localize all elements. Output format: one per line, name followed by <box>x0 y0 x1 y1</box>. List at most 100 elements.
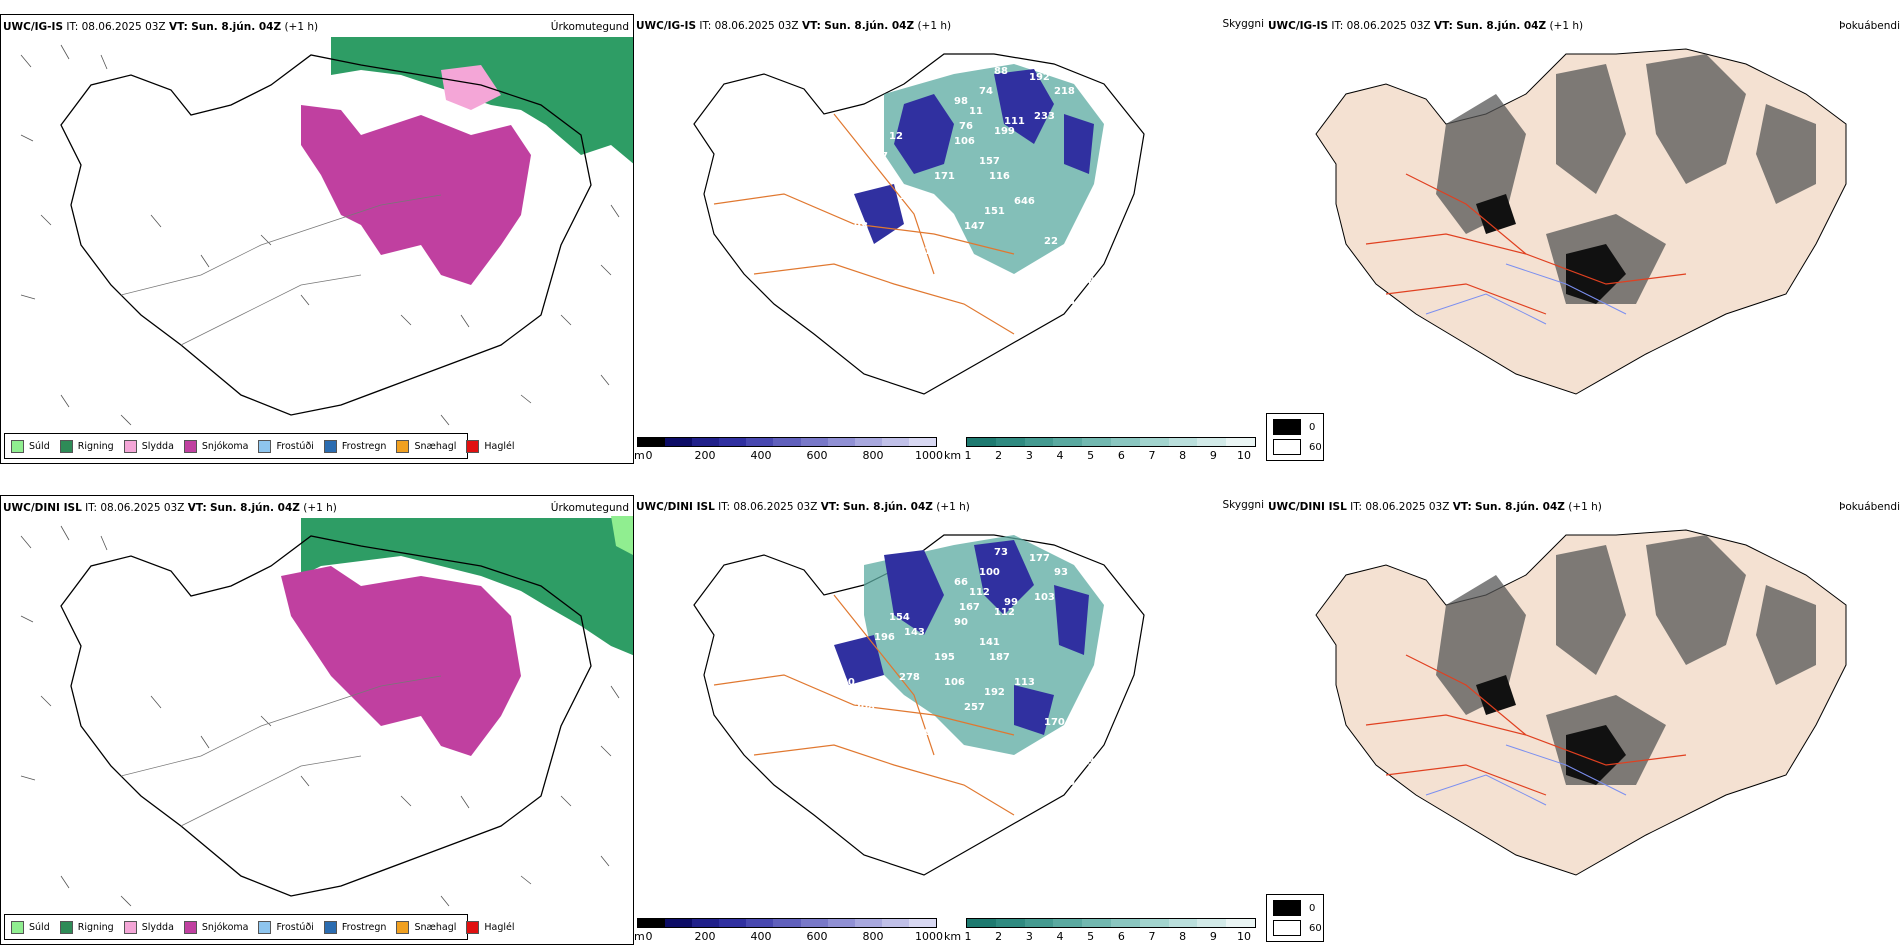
legend-item: Frostregn <box>323 439 386 453</box>
fog-legend-swatch <box>1273 920 1301 936</box>
precip-type-map <box>20 37 633 446</box>
fog-map <box>1315 529 1847 876</box>
colorbar-tick: 0 <box>645 930 653 943</box>
roads <box>1365 173 1687 315</box>
visibility-label: 238 <box>1054 296 1075 307</box>
colorbar-km: km 1 2 3 4 5 6 7 8 9 10 <box>944 437 1256 464</box>
panel-header: UWC/DINI ISL IT: 08.06.2025 03Z VT: Sun.… <box>636 501 970 513</box>
colorbar-m: m 0 200 400 600 800 1000 <box>634 437 943 464</box>
visibility-label: 259 <box>884 717 905 728</box>
rain-area <box>301 518 633 656</box>
visibility-label: 157 <box>979 156 1000 167</box>
colorbar-segment <box>995 438 1025 446</box>
colorbar-segment <box>638 438 666 446</box>
fog-legend-swatch <box>1273 439 1301 455</box>
iceland-outline <box>693 534 1145 876</box>
legend-swatch <box>323 920 337 934</box>
visibility-label: 90 <box>954 617 968 628</box>
visibility-label: 208 <box>854 702 875 713</box>
colorbar-tick: 400 <box>750 930 772 943</box>
param-title: Þokuábendi <box>1839 20 1900 32</box>
panel-header: UWC/DINI ISL IT: 08.06.2025 03Z VT: Sun.… <box>3 502 337 514</box>
colorbar-tick: 5 <box>1087 930 1095 943</box>
fog-map <box>1315 48 1847 395</box>
colorbar-tick: 1 <box>964 449 972 462</box>
visibility-label: 196 <box>874 632 895 643</box>
colorbar-tick: 10 <box>1237 449 1251 462</box>
colorbar-m: m 0 200 400 600 800 1000 <box>634 918 943 945</box>
colorbar-segment <box>1139 919 1169 927</box>
fog-black-area <box>1476 194 1626 304</box>
colorbar-tick: 4 <box>1056 930 1064 943</box>
legend-item: Frostregn <box>323 920 386 934</box>
visibility-label: 85 <box>1029 777 1043 788</box>
visibility-map: 7317793100661129911210315419616790141187… <box>693 534 1145 876</box>
visibility-label: 218 <box>1054 86 1075 97</box>
iceland-outline <box>693 53 1145 395</box>
fog-dense-area <box>1436 535 1816 785</box>
iceland-outline <box>60 54 592 416</box>
colorbar-segment <box>1168 438 1198 446</box>
colorbar-segment <box>1024 919 1054 927</box>
colorbar-tick: 6 <box>1117 449 1125 462</box>
fog-legend: 0 60 <box>1266 413 1324 461</box>
visibility-labels: 7317793100661129911210315419616790141187… <box>834 547 1095 788</box>
visibility-label: 113 <box>1074 757 1095 768</box>
colorbar-tick: 1 <box>964 930 972 943</box>
colorbar-segment <box>1226 919 1255 927</box>
visibility-label: 97 <box>874 151 888 162</box>
visibility-label: 103 <box>1034 592 1055 603</box>
panel-header: UWC/IG-IS IT: 08.06.2025 03Z VT: Sun. 8.… <box>636 20 952 32</box>
visibility-label: 646 <box>1014 196 1035 207</box>
visibility-label: 114 <box>834 196 855 207</box>
legend-item: Snæhagl <box>396 439 456 453</box>
colorbar-segment <box>665 438 693 446</box>
visibility-label: 111 <box>994 767 1015 778</box>
legend-item: Frostúði <box>258 920 314 934</box>
fog-legend: 0 60 <box>1266 894 1324 942</box>
precip-legend: Súld Rigning Slydda Snjókoma Frostúði Fr… <box>4 914 515 940</box>
visibility-label: 116 <box>989 171 1010 182</box>
visibility-label: 130 <box>834 677 855 688</box>
visibility-label: 141 <box>979 637 1000 648</box>
param-title: Skyggni <box>1222 499 1265 511</box>
colorbar-tick: 9 <box>1209 930 1217 943</box>
visibility-label: 130 <box>1054 777 1075 788</box>
colorbar-segment <box>881 919 909 927</box>
visibility-panel-bottom: 73 177 93 100 66 112 99 112 103 154 196 167 90 141 187… <box>634 495 1266 945</box>
colorbar-segment <box>827 438 855 446</box>
colorbar-segment <box>692 919 720 927</box>
legend-item: Súld <box>11 439 50 453</box>
colorbar-tick: 2 <box>995 930 1003 943</box>
iceland-outline <box>60 535 592 897</box>
visibility-label: 124 <box>899 191 920 202</box>
fog-legend-item: 60 <box>1273 920 1322 936</box>
visibility-label: 143 <box>904 627 925 638</box>
colorbar-segment <box>1053 438 1083 446</box>
snow-area <box>281 566 521 756</box>
legend-swatch <box>258 439 272 453</box>
legend-swatch <box>466 920 480 934</box>
panel-header: UWC/IG-IS IT: 08.06.2025 03Z VT: Sun. 8.… <box>3 21 319 33</box>
rivers <box>1425 263 1627 325</box>
legend-swatch <box>59 920 73 934</box>
colorbar-segment <box>746 438 774 446</box>
colorbar-tick: 4 <box>1056 449 1064 462</box>
visibility-label: 98 <box>954 96 968 107</box>
colorbar-segment <box>773 438 801 446</box>
colorbar-m-unit: m <box>634 930 645 943</box>
colorbar-segment <box>773 919 801 927</box>
legend-swatch <box>59 439 73 453</box>
fog-panel-bottom: UWC/DINI ISL IT: 08.06.2025 03Z VT: Sun.… <box>1266 495 1900 945</box>
roads <box>1365 654 1687 796</box>
visibility-map: 8819221874981111119923312977610615711617… <box>693 53 1145 395</box>
visibility-label: 187 <box>989 652 1010 663</box>
colorbar-tick: 800 <box>862 930 884 943</box>
visibility-label: 192 <box>984 687 1005 698</box>
visibility-label: 233 <box>1034 111 1055 122</box>
very-low-visibility-area <box>834 540 1089 735</box>
visibility-label: 195 <box>934 652 955 663</box>
colorbar-segment <box>1197 919 1227 927</box>
param-title: Úrkomutegund <box>550 502 629 514</box>
visibility-label: 188 <box>964 757 985 768</box>
